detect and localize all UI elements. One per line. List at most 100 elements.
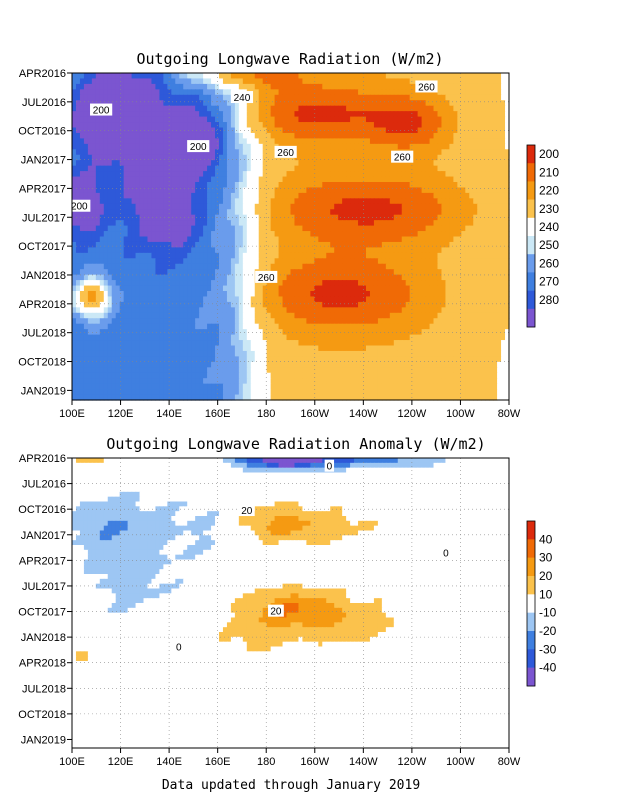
heat-cell — [433, 116, 439, 123]
heat-cell — [409, 236, 415, 243]
heat-cell — [211, 318, 216, 325]
heat-cell — [135, 285, 141, 292]
heat-cell — [445, 220, 451, 227]
heat-cell — [302, 171, 307, 178]
heat-cell — [401, 231, 407, 238]
heat-cell — [230, 236, 236, 243]
heat-cell — [405, 296, 411, 303]
heat-cell — [95, 296, 101, 303]
heat-cell — [298, 258, 304, 265]
heat-cell — [342, 269, 347, 276]
heat-cell — [330, 312, 335, 319]
heat-cell — [111, 182, 117, 189]
heat-cell — [377, 182, 383, 189]
heat-cell — [409, 143, 415, 150]
heat-cell — [103, 307, 109, 314]
heat-cell — [453, 127, 458, 134]
heat-cell — [314, 291, 319, 298]
heat-cell — [449, 116, 454, 123]
heat-cell — [187, 291, 192, 298]
heat-cell — [115, 73, 121, 80]
heat-cell — [72, 291, 77, 298]
heat-cell — [425, 258, 431, 265]
heat-cell — [493, 154, 498, 161]
heat-cell — [298, 122, 304, 129]
heat-cell — [179, 312, 184, 319]
heat-cell — [175, 214, 180, 221]
heat-cell — [501, 280, 506, 287]
heat-cell — [389, 122, 395, 129]
heat-cell — [358, 171, 363, 178]
heat-cell — [358, 247, 363, 254]
heat-cell — [469, 83, 474, 90]
heat-cell — [211, 122, 216, 129]
heat-cell — [127, 94, 133, 101]
heat-cell — [365, 258, 371, 265]
heat-cell — [485, 176, 490, 183]
heat-cell — [147, 138, 153, 145]
heat-cell — [274, 301, 280, 308]
heat-cell — [270, 143, 276, 150]
heat-cell — [179, 307, 184, 314]
heat-cell — [405, 203, 411, 210]
heat-cell — [123, 149, 129, 156]
heat-cell — [493, 143, 498, 150]
heat-cell — [155, 94, 160, 101]
heat-cell — [139, 89, 145, 96]
heat-cell — [489, 203, 494, 210]
heat-cell — [350, 307, 355, 314]
heat-cell — [401, 94, 407, 101]
heat-cell — [314, 187, 319, 194]
heat-cell — [286, 122, 292, 129]
heat-cell — [365, 198, 371, 205]
heat-cell — [481, 182, 486, 189]
heat-cell — [215, 116, 220, 123]
heat-cell — [234, 143, 240, 150]
heat-cell — [230, 171, 236, 178]
heat-cell — [322, 78, 327, 85]
heat-cell — [314, 176, 319, 183]
heat-cell — [350, 143, 355, 150]
heat-cell — [286, 94, 292, 101]
heat-cell — [437, 307, 443, 314]
heat-cell — [501, 149, 506, 156]
heat-cell — [270, 182, 276, 189]
heat-cell — [266, 78, 272, 85]
heat-cell — [246, 220, 252, 227]
heat-cell — [72, 176, 77, 183]
heat-cell — [413, 214, 419, 221]
heat-cell — [449, 78, 454, 85]
heat-cell — [334, 143, 339, 150]
heat-cell — [306, 111, 311, 118]
heat-cell — [246, 291, 252, 298]
heat-cell — [143, 252, 149, 259]
heat-cell — [250, 301, 256, 308]
heat-cell — [282, 252, 288, 259]
heat-cell — [179, 247, 184, 254]
heat-cell — [338, 122, 343, 129]
heat-cell — [314, 89, 319, 96]
heat-cell — [362, 301, 367, 308]
heat-cell — [397, 83, 403, 90]
heat-cell — [310, 122, 315, 129]
heat-cell — [75, 312, 81, 319]
heat-cell — [270, 154, 276, 161]
heat-cell — [441, 247, 447, 254]
heat-cell — [258, 231, 264, 238]
heat-cell — [131, 127, 137, 134]
heat-cell — [322, 171, 327, 178]
heat-cell — [485, 122, 490, 129]
heat-cell — [481, 236, 486, 243]
heat-cell — [365, 138, 371, 145]
heat-cell — [266, 187, 272, 194]
heat-cell — [294, 280, 300, 287]
heat-cell — [282, 122, 288, 129]
heat-cell — [282, 203, 288, 210]
heat-cell — [322, 231, 327, 238]
heat-cell — [453, 105, 458, 112]
heat-cell — [135, 291, 141, 298]
heat-cell — [246, 138, 252, 145]
heat-cell — [83, 291, 89, 298]
heat-cell — [346, 83, 351, 90]
heat-cell — [497, 220, 502, 227]
